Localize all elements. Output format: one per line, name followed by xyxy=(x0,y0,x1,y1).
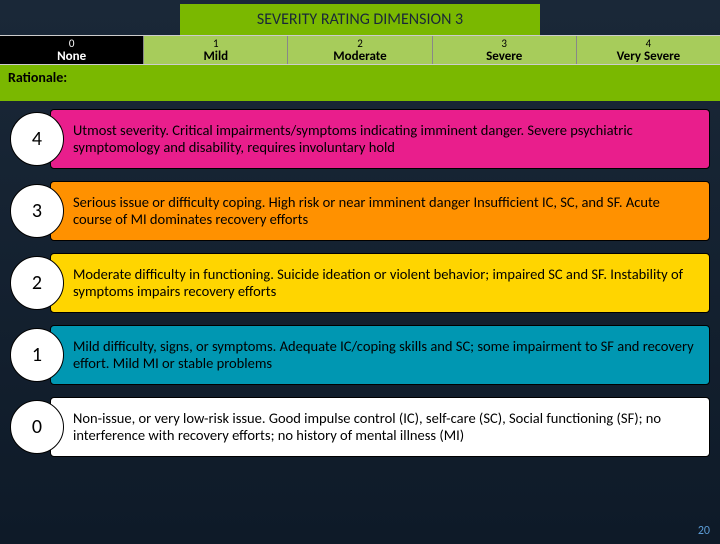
scale-cell-0: 0 None xyxy=(0,36,143,64)
scale-cell-4: 4 Very Severe xyxy=(576,36,720,64)
severity-row-4: 4 Utmost severity. Critical impairments/… xyxy=(10,109,710,169)
page-number: 20 xyxy=(698,524,710,538)
level-description: Non-issue, or very low-risk issue. Good … xyxy=(50,397,710,457)
level-badge: 0 xyxy=(10,400,64,454)
level-description: Moderate difficulty in functioning. Suic… xyxy=(50,253,710,313)
severity-rows: 4 Utmost severity. Critical impairments/… xyxy=(0,101,720,457)
level-badge: 4 xyxy=(10,112,64,166)
severity-scale: 0 None 1 Mild 2 Moderate 3 Severe 4 Very… xyxy=(0,35,720,65)
scale-cell-3: 3 Severe xyxy=(432,36,576,64)
scale-label: None xyxy=(0,50,143,64)
severity-row-2: 2 Moderate difficulty in functioning. Su… xyxy=(10,253,710,313)
scale-cell-1: 1 Mild xyxy=(143,36,287,64)
level-badge: 2 xyxy=(10,256,64,310)
scale-label: Very Severe xyxy=(577,50,720,64)
level-description: Mild difficulty, signs, or symptoms. Ade… xyxy=(50,325,710,385)
level-description: Serious issue or difficulty coping. High… xyxy=(50,181,710,241)
level-badge: 1 xyxy=(10,328,64,382)
severity-row-0: 0 Non-issue, or very low-risk issue. Goo… xyxy=(10,397,710,457)
severity-row-1: 1 Mild difficulty, signs, or symptoms. A… xyxy=(10,325,710,385)
level-description: Utmost severity. Critical impairments/sy… xyxy=(50,109,710,169)
title: SEVERITY RATING DIMENSION 3 xyxy=(180,4,540,35)
level-badge: 3 xyxy=(10,184,64,238)
scale-label: Moderate xyxy=(288,50,431,64)
rationale-label: Rationale: xyxy=(0,65,720,101)
severity-row-3: 3 Serious issue or difficulty coping. Hi… xyxy=(10,181,710,241)
scale-cell-2: 2 Moderate xyxy=(287,36,431,64)
scale-label: Severe xyxy=(433,50,576,64)
scale-label: Mild xyxy=(144,50,287,64)
